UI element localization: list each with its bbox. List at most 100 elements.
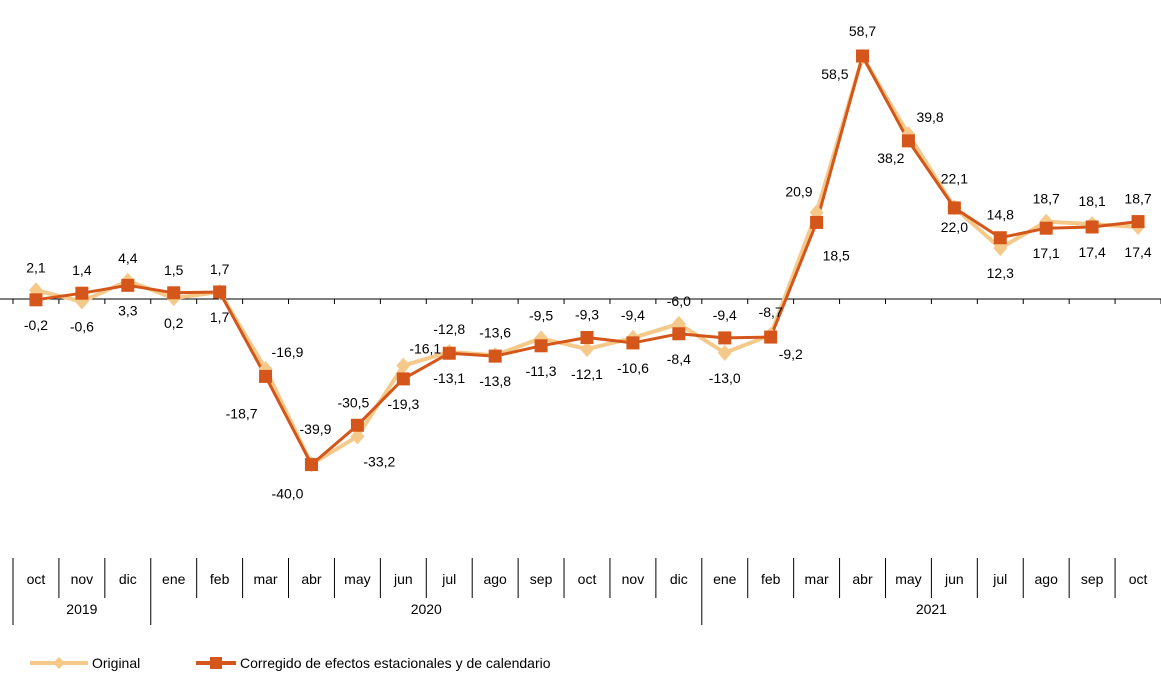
data-label-corregido: -19,3 [387,396,419,412]
data-label-original: -6,0 [667,293,691,309]
data-label-corregido: -9,4 [713,307,737,323]
marker-corregido [167,286,181,300]
data-label-original: -16,9 [272,344,304,360]
data-label-original: 22,1 [941,171,968,187]
data-label-corregido: 14,8 [987,207,1014,223]
data-label-original: -9,4 [621,307,645,323]
marker-corregido [947,201,961,215]
category-tick-label: ago [1035,571,1059,587]
data-label-corregido: -18,7 [226,405,258,421]
series-line-corregido [35,54,1139,467]
category-tick-label: jul [441,571,456,587]
data-label-original: -12,1 [571,366,603,382]
data-label-original: -13,0 [709,370,741,386]
marker-original [396,357,411,374]
category-tick-label: dic [670,571,688,587]
category-tick-label: ago [483,571,507,587]
marker-corregido [29,293,43,307]
marker-corregido [534,339,548,353]
legend-label-original: Original [92,655,140,671]
data-label-original: -9,5 [529,307,553,323]
data-label-original: 0,2 [164,315,184,331]
category-axis: oct nov dic ene feb mar abr may jun jul ago sep oct n… [12,558,1148,625]
category-tick-label: oct [27,571,46,587]
data-label-corregido: -9,3 [575,306,599,322]
legend: Original Corregido de efectos estacional… [30,655,551,671]
data-label-original: -13,6 [479,324,511,340]
data-label-corregido: -8,4 [667,351,691,367]
category-tick-label: jun [944,571,964,587]
data-label-corregido: -9,2 [779,346,803,362]
marker-corregido [350,418,364,432]
data-label-original: 20,9 [785,183,812,199]
data-label-corregido: 18,7 [1124,191,1151,207]
category-tick-label: ene [713,571,737,587]
data-label-original: 39,8 [916,109,943,125]
data-label-corregido: 1,4 [72,262,92,278]
marker-corregido [259,369,273,383]
data-label-original: 18,7 [1033,191,1060,207]
marker-corregido [1085,220,1099,234]
year-label: 2020 [411,601,442,617]
marker-corregido [672,327,686,341]
data-label-corregido: -10,6 [617,360,649,376]
category-tick-label: oct [578,571,597,587]
marker-corregido [1131,215,1145,229]
marker-corregido [396,372,410,386]
marker-original [717,344,732,361]
data-label-original: 4,4 [118,250,138,266]
data-label-corregido: 17,4 [1078,244,1105,260]
legend-label-corregido: Corregido de efectos estacionales y de c… [240,655,551,671]
marker-corregido [304,458,318,472]
data-label-original: 2,1 [26,259,46,275]
marker-corregido [810,215,824,229]
category-tick-label: sep [1081,571,1104,587]
marker-original [350,428,365,445]
marker-corregido [764,330,778,344]
category-tick-label: nov [622,571,645,587]
data-label-original: 1,7 [210,261,230,277]
data-label-corregido: 1,5 [164,262,184,278]
category-tick-label: mar [253,571,277,587]
category-tick-label: oct [1129,571,1148,587]
category-tick-label: ene [162,571,186,587]
data-label-corregido: 38,2 [877,150,904,166]
data-label-original: -16,1 [409,341,441,357]
marker-corregido [75,286,89,300]
data-label-corregido: 18,5 [823,247,850,263]
marker-corregido [121,278,135,292]
data-label-corregido: -13,8 [479,373,511,389]
data-label-corregido: -11,3 [526,363,557,379]
series-line-original [35,54,1139,467]
category-tick-label: mar [805,571,829,587]
data-label-original: 12,3 [987,265,1014,281]
legend-item-original: Original [30,655,140,671]
category-tick-label: feb [210,571,230,587]
category-tick-label: abr [852,571,873,587]
axis-layer [0,298,1161,304]
category-tick-label: dic [119,571,137,587]
year-label: 2019 [66,601,97,617]
data-label-corregido: 1,7 [210,309,230,325]
data-label-original: 18,1 [1078,193,1105,209]
marker-corregido [993,231,1007,245]
marker-corregido [718,331,732,345]
data-label-original: -0,6 [70,318,94,334]
marker-corregido [580,330,594,344]
data-label-corregido: -40,0 [272,486,304,502]
category-tick-label: nov [71,571,94,587]
category-tick-label: sep [530,571,553,587]
marker-corregido [488,349,502,363]
series-layer [28,48,1146,473]
data-label-corregido: 22,0 [941,219,968,235]
marker-original [580,341,594,358]
category-tick-label: may [895,571,921,587]
category-tick-label: jun [393,571,413,587]
category-tick-label: abr [301,571,322,587]
marker-corregido [901,134,915,148]
data-label-original: -33,2 [363,453,395,469]
marker-corregido [1039,221,1053,235]
data-label-corregido: -0,2 [24,317,48,333]
year-label: 2021 [916,601,947,617]
